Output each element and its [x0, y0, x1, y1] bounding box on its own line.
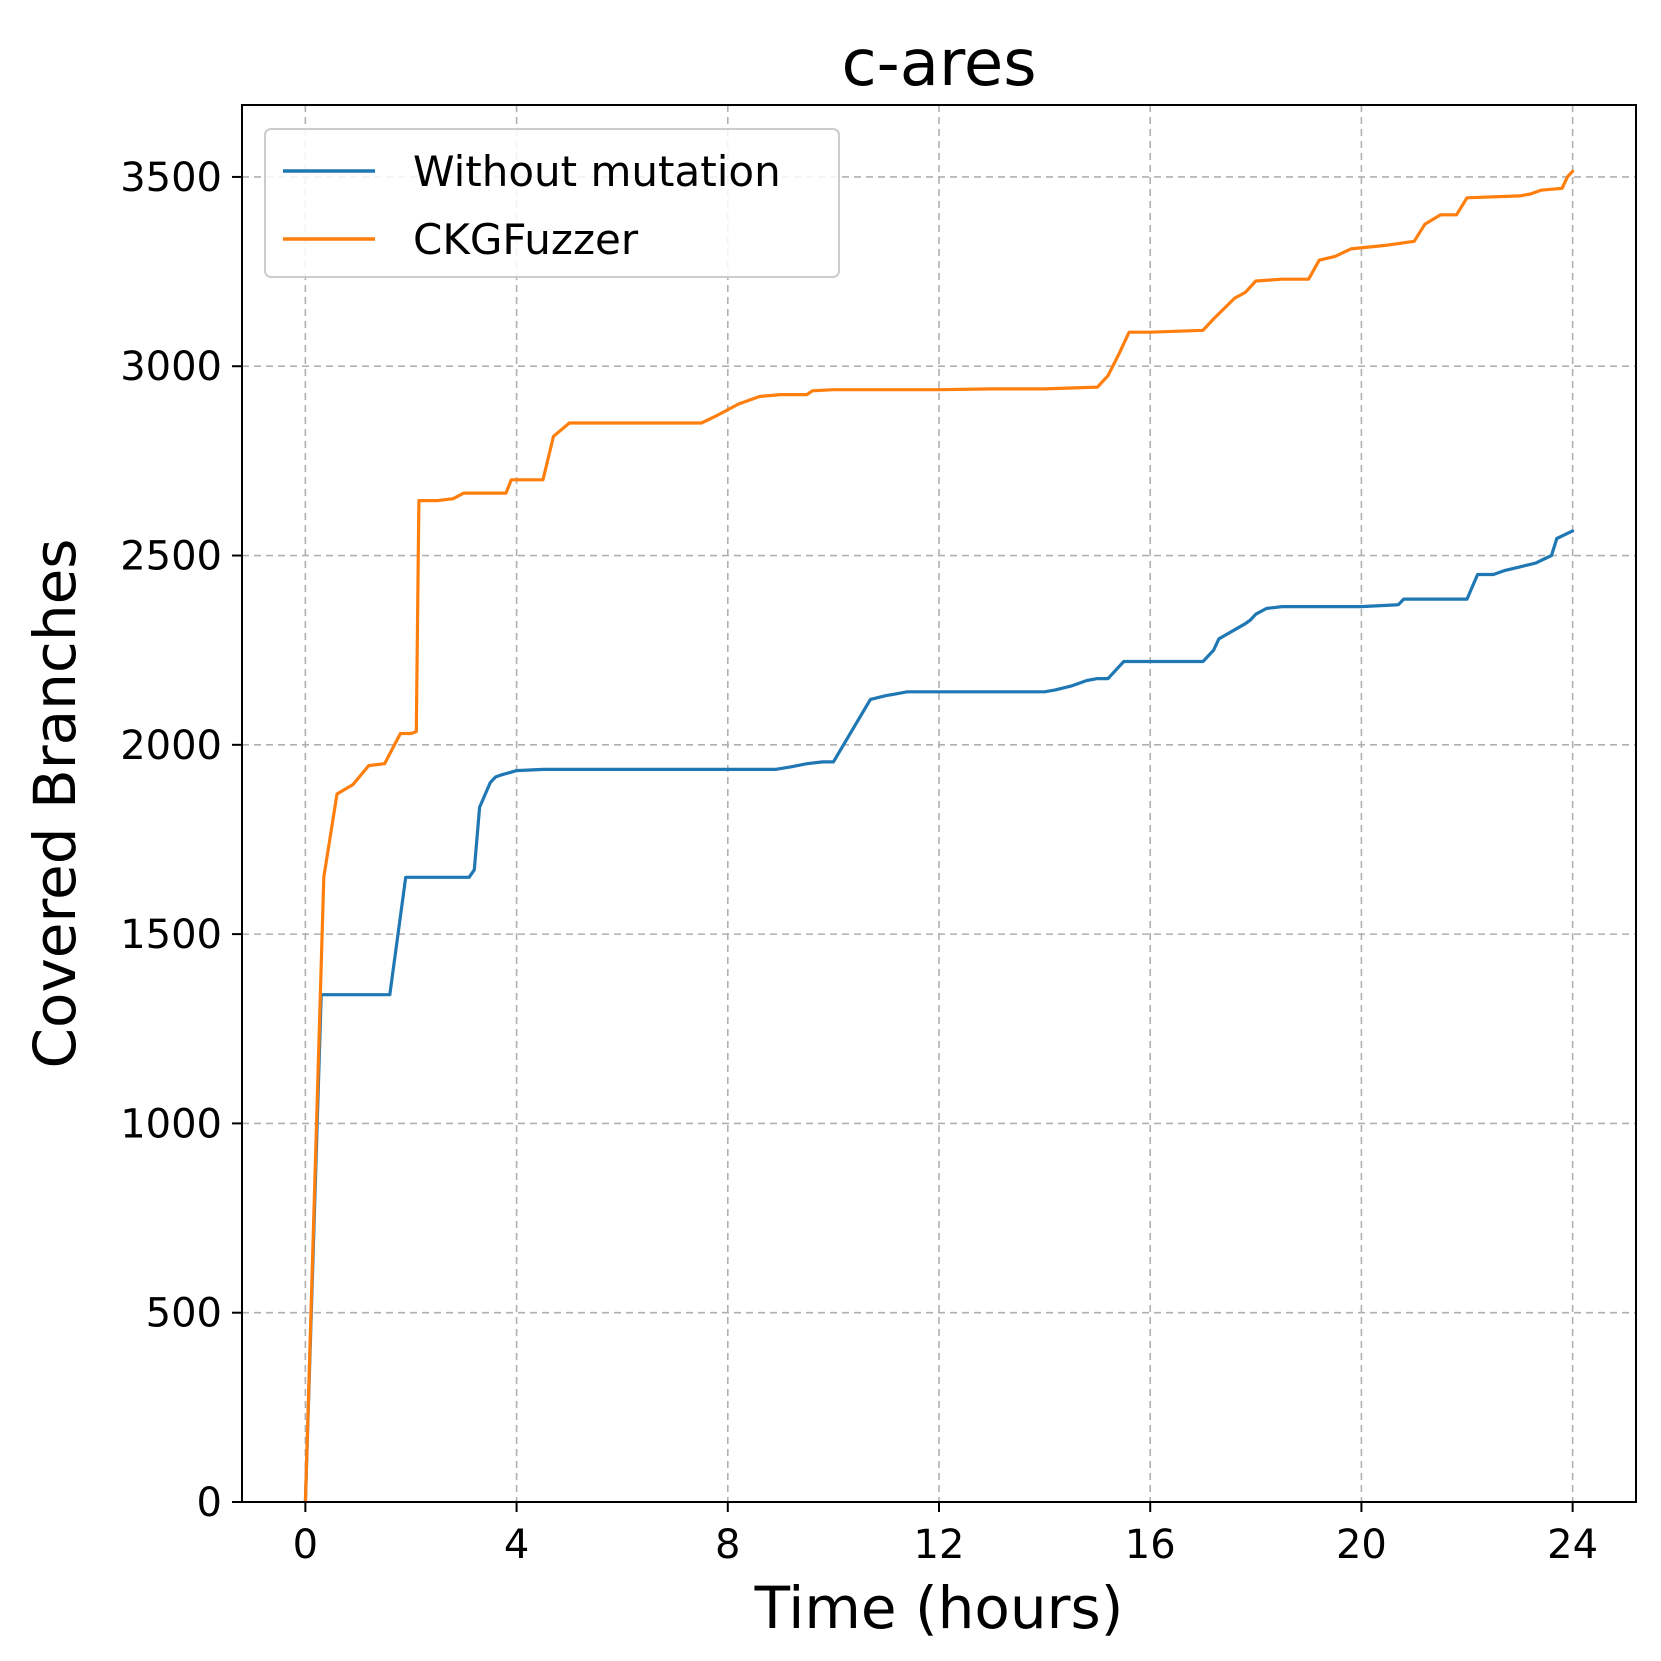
legend-label-without-mutation: Without mutation [413, 147, 781, 196]
y-axis-title: Covered Branches [21, 539, 89, 1069]
legend-label-ckgfuzzer: CKGFuzzer [413, 215, 639, 264]
y-tick-label: 2000 [120, 723, 222, 769]
x-tick-label: 4 [504, 1522, 529, 1568]
y-tick-label: 3500 [120, 155, 222, 201]
y-tick-label: 1500 [120, 912, 222, 958]
series-layer [303, 169, 1575, 1504]
legend-box [264, 128, 840, 278]
x-tick-label: 16 [1125, 1522, 1176, 1568]
series-line-ckgfuzzer [303, 169, 1575, 1504]
x-tick-label: 12 [914, 1522, 965, 1568]
y-tick-label: 0 [197, 1480, 222, 1526]
x-tick-label: 20 [1336, 1522, 1387, 1568]
y-tick-label: 1000 [120, 1101, 222, 1147]
x-axis-title: Time (hours) [754, 1574, 1124, 1642]
legend: Without mutation CKGFuzzer [264, 128, 840, 278]
x-tick-label: 8 [715, 1522, 740, 1568]
y-tick-label: 2500 [120, 534, 222, 580]
y-tick-label: 3000 [120, 344, 222, 390]
axis-ticks: 0 4 8 12 16 20 24 0 500 1000 1500 2000 2500 3000 3500 [120, 155, 1598, 1568]
y-tick-label: 500 [146, 1291, 222, 1337]
chart-title: c-ares [841, 27, 1036, 101]
x-tick-label: 24 [1547, 1522, 1598, 1568]
series-line-without-mutation [303, 529, 1575, 1504]
x-tick-label: 0 [293, 1522, 318, 1568]
